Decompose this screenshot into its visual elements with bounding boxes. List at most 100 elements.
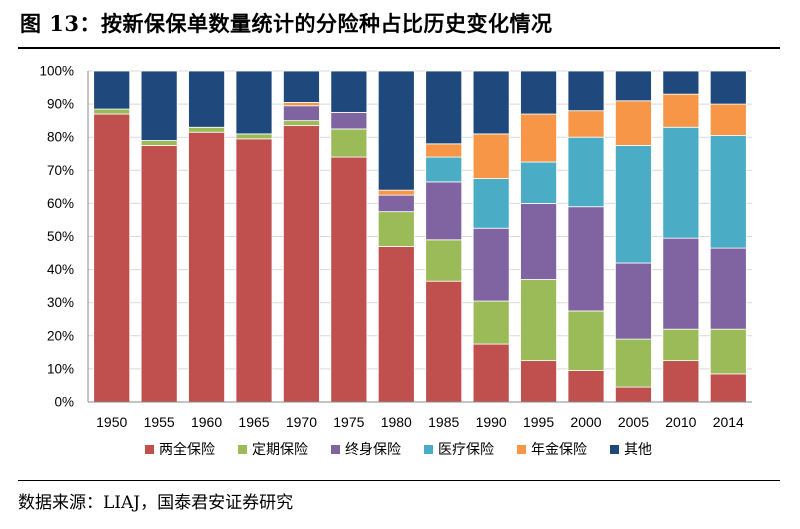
y-tick-label: 50% <box>47 229 74 244</box>
bar-segment-1 <box>567 370 605 403</box>
legend-label: 其他 <box>624 442 652 458</box>
bar-segment-1 <box>377 246 415 403</box>
source-note: 数据来源：LIAJ，国泰君安证券研究 <box>18 493 294 513</box>
stacked-bar-chart: 0%10%20%30%40%50%60%70%80%90%100% 1950 19… <box>39 64 752 458</box>
x-tick-label: 1980 <box>381 414 412 430</box>
title-rule <box>18 47 780 49</box>
bar-segment-6 <box>615 70 652 102</box>
bar-segment-2 <box>709 328 747 375</box>
bar-segment-1 <box>615 386 652 403</box>
y-tick-label: 30% <box>47 295 74 310</box>
bar-segment-3 <box>709 247 747 330</box>
bar-segment-6 <box>188 70 225 128</box>
y-tick-label: 70% <box>47 163 74 178</box>
legend-label: 两全保险 <box>159 441 215 458</box>
bars <box>93 70 747 403</box>
bar-segment-6 <box>377 70 415 191</box>
bar-segment-2 <box>377 211 415 247</box>
y-tick-label: 100% <box>39 64 74 79</box>
bar-segment-5 <box>567 110 605 138</box>
bar-segment-3 <box>567 206 605 312</box>
bar-segment-5 <box>520 113 557 163</box>
bar-segment-6 <box>235 70 273 135</box>
bar-segment-4 <box>615 145 652 264</box>
bar-segment-1 <box>188 131 225 403</box>
bar-segment-1 <box>93 113 131 403</box>
bar-segment-6 <box>662 70 700 95</box>
bar-segment-6 <box>93 70 131 110</box>
bar-segment-1 <box>520 360 557 403</box>
bar-segment-4 <box>709 135 747 249</box>
y-tick-label: 40% <box>47 262 74 277</box>
bar-segment-1 <box>662 360 700 403</box>
bar-segment-2 <box>662 328 700 362</box>
bar-segment-3 <box>520 202 557 280</box>
bar-segment-4 <box>662 126 700 239</box>
bar-segment-5 <box>377 189 415 196</box>
bar-segment-2 <box>235 133 273 140</box>
bar-segment-5 <box>425 143 463 158</box>
legend-label: 年金保险 <box>531 442 587 458</box>
bar-segment-4 <box>472 178 510 229</box>
legend-swatch <box>145 445 154 454</box>
bar-segment-3 <box>472 227 510 302</box>
bar-segment-1 <box>425 280 463 403</box>
bar-segment-3 <box>662 237 700 330</box>
y-tick-label: 80% <box>47 130 74 145</box>
bar-segment-1 <box>709 373 747 403</box>
x-tick-label: 2005 <box>618 414 649 430</box>
x-tick-label: 1990 <box>476 414 507 430</box>
bar-segment-2 <box>567 310 605 371</box>
x-tick-label: 1960 <box>191 414 222 430</box>
bar-segment-2 <box>188 126 225 133</box>
bar-segment-5 <box>709 103 747 136</box>
bar-segment-6 <box>520 70 557 115</box>
x-tick-label: 2010 <box>665 414 696 430</box>
x-axis: 1950 1955 1960 1965 1970 1975 1980 1985 1990 1995… <box>88 401 752 430</box>
bar-segment-6 <box>330 70 368 113</box>
x-tick-label: 2014 <box>713 414 744 430</box>
legend-swatch <box>331 445 340 454</box>
bar-segment-5 <box>472 133 510 179</box>
y-tick-label: 60% <box>47 196 74 211</box>
bar-segment-2 <box>93 108 131 115</box>
bar-segment-2 <box>615 338 652 388</box>
bar-segment-6 <box>567 70 605 112</box>
bar-segment-4 <box>567 136 605 208</box>
legend-swatch <box>424 445 433 454</box>
bar-segment-6 <box>425 70 463 145</box>
legend-swatch <box>517 445 526 454</box>
bar-segment-6 <box>140 70 178 141</box>
y-axis: 0% 10% 20% 30% 40% 50% 60% 70% 80% 90% 100% <box>39 64 89 410</box>
legend-label: 医疗保险 <box>438 442 494 458</box>
bar-segment-2 <box>520 279 557 362</box>
bar-segment-3 <box>283 105 320 122</box>
legend-swatch <box>610 445 619 454</box>
bar-segment-2 <box>472 300 510 345</box>
bar-segment-2 <box>140 140 178 146</box>
bar-segment-4 <box>425 156 463 183</box>
bar-segment-2 <box>330 128 368 158</box>
bar-segment-1 <box>330 156 368 403</box>
legend-label: 终身保险 <box>345 442 401 458</box>
gridlines <box>88 70 752 403</box>
x-tick-label: 1950 <box>96 414 127 430</box>
x-tick-label: 1955 <box>144 414 175 430</box>
y-tick-label: 90% <box>47 97 74 112</box>
legend: 两全保险 定期保险 终身保险 医疗保险 年金保险 其他 <box>145 441 652 458</box>
bar-segment-2 <box>283 120 320 127</box>
x-tick-label: 1965 <box>238 414 269 430</box>
bar-segment-3 <box>330 111 368 130</box>
bar-segment-3 <box>425 181 463 241</box>
bar-segment-1 <box>283 125 320 403</box>
bar-segment-5 <box>283 102 320 107</box>
bar-segment-2 <box>425 239 463 282</box>
x-tick-label: 1995 <box>523 414 554 430</box>
bar-segment-1 <box>472 343 510 403</box>
x-tick-label: 2000 <box>570 414 601 430</box>
x-tick-label: 1970 <box>286 414 317 430</box>
bar-segment-6 <box>283 70 320 103</box>
figure-title: 图 13：按新保保单数量统计的分险种占比历史变化情况 <box>20 11 553 36</box>
y-tick-label: 20% <box>47 328 74 343</box>
bar-segment-4 <box>520 161 557 204</box>
